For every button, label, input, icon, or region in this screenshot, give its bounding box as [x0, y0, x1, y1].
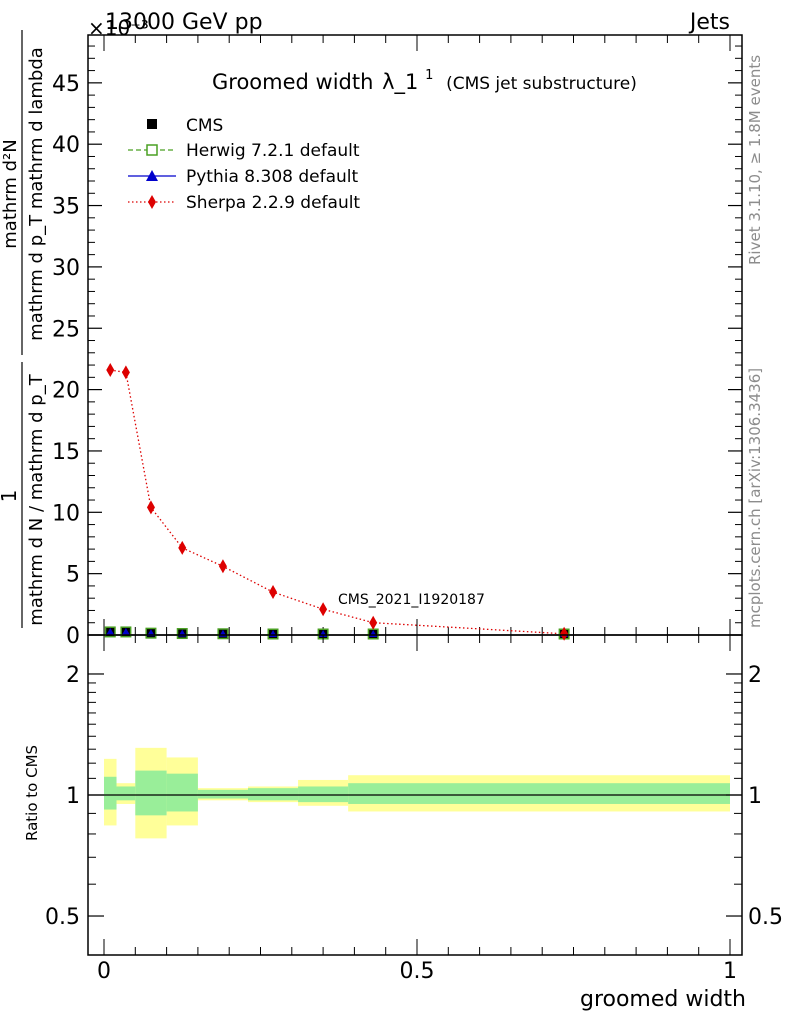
ratio-bands [104, 747, 730, 839]
legend-herwig-label: Herwig 7.2.1 default [186, 141, 360, 161]
rivet-label: Rivet 3.1.10, ≥ 1.8M events [746, 55, 764, 265]
main-series [104, 362, 570, 641]
ratio-plot-panel: 0.5 0.51 12 2 0 0.5 1 Ratio to CMS groomed wi… [23, 634, 783, 1012]
main-y-tick-label: 20 [52, 379, 80, 404]
sherpa-point [319, 602, 328, 617]
ratio-inner-band [348, 783, 730, 804]
header-energy-label: 13000 GeV pp [105, 10, 263, 35]
legend-sherpa-label: Sherpa 2.2.9 default [186, 193, 360, 213]
ratio-y-axis-label: Ratio to CMS [23, 745, 41, 841]
legend-item-pythia: Pythia 8.308 default [128, 167, 359, 187]
ratio-inner-band [104, 776, 117, 810]
ratio-y-tick-label-left: 0.5 [45, 905, 80, 930]
ylabel-numerator: 1 [0, 490, 21, 503]
chart-title-superscript: 1 [425, 68, 433, 83]
main-y-tick-label: 25 [52, 317, 80, 342]
mcplots-label: mcplots.cern.ch [arXiv:1306.3436] [746, 368, 764, 628]
main-y-tick-label: 35 [52, 195, 80, 220]
main-plot-panel: 0 5 10 15 20 25 30 35 40 45 Groomed width λ_1 1 (… [52, 34, 743, 649]
ratio-y-tick-label-left: 2 [66, 663, 80, 688]
chart-subtitle: (CMS jet substructure) [446, 74, 637, 94]
legend-cms-label: CMS [186, 116, 223, 136]
ratio-inner-band [247, 788, 299, 801]
chart-title-text: Groomed width [212, 70, 373, 94]
pythia-point [106, 627, 115, 635]
chart-title: Groomed width λ_1 1 (CMS jet substructur… [212, 60, 637, 95]
sherpa-point [369, 615, 378, 630]
sherpa-point [560, 626, 569, 641]
sherpa-point [146, 500, 155, 515]
ratio-inner-band [298, 786, 349, 803]
chart-title-symbol: λ_1 [382, 70, 418, 95]
header-jets-label: Jets [688, 10, 730, 35]
x-tick-label: 1 [723, 959, 737, 984]
ratio-inner-band [197, 789, 248, 799]
main-y-axis-label: 1 mathrm d N / mathrm d p_T mathrm d²N m… [0, 30, 47, 628]
sherpa-point [269, 585, 278, 600]
legend-pythia-label: Pythia 8.308 default [186, 167, 359, 187]
ratio-x-ticks: 0 0.5 1 [97, 635, 737, 984]
legend-sherpa-marker [148, 195, 156, 209]
pythia-point [121, 627, 130, 635]
legend-herwig-marker [146, 144, 158, 156]
main-y-tick-label: 10 [52, 501, 80, 526]
main-x-ticks [103, 35, 731, 635]
legend-item-cms: CMS [147, 116, 223, 136]
header-exponent-label: ×10⁻³ [88, 16, 149, 40]
x-axis-label: groomed width [580, 987, 746, 1012]
main-y-tick-label: 5 [66, 563, 80, 588]
main-y-tick-label: 0 [66, 624, 80, 649]
main-y-ticks: 0 5 10 15 20 25 30 35 40 45 [52, 45, 742, 649]
main-y-tick-label: 15 [52, 440, 80, 465]
analysis-id-label: CMS_2021_I1920187 [338, 592, 485, 608]
main-y-tick-label: 45 [52, 72, 80, 97]
legend-pythia-marker [146, 170, 158, 181]
ratio-inner-band [116, 786, 136, 801]
ratio-y-tick-label-right: 2 [748, 663, 762, 688]
ylabel-fraction-denominator: mathrm d p_T mathrm d lambda [26, 47, 47, 341]
legend-item-herwig: Herwig 7.2.1 default [128, 141, 360, 161]
ylabel-fraction-numerator: mathrm d²N [0, 139, 21, 248]
legend-item-sherpa: Sherpa 2.2.9 default [128, 193, 360, 213]
ratio-inner-band [166, 773, 198, 812]
sherpa-point [106, 362, 115, 377]
ylabel-denominator: mathrm d N / mathrm d p_T [26, 373, 47, 625]
x-tick-label: 0 [97, 959, 111, 984]
ratio-y-tick-label-right: 0.5 [748, 905, 783, 930]
ratio-inner-band [135, 770, 167, 816]
ratio-y-tick-label-right: 1 [748, 784, 762, 809]
legend: CMS Herwig 7.2.1 default Pythia 8.308 de… [128, 116, 360, 213]
ratio-y-tick-label-left: 1 [66, 784, 80, 809]
sherpa-point [178, 540, 187, 555]
ratio-y-ticks: 0.5 0.5 1 1 2 2 [45, 663, 783, 930]
x-tick-label: 0.5 [400, 959, 435, 984]
sherpa-point [121, 365, 130, 380]
sherpa-point [218, 559, 227, 574]
main-y-tick-label: 30 [52, 256, 80, 281]
legend-cms-marker [147, 119, 157, 129]
main-y-tick-label: 40 [52, 133, 80, 158]
